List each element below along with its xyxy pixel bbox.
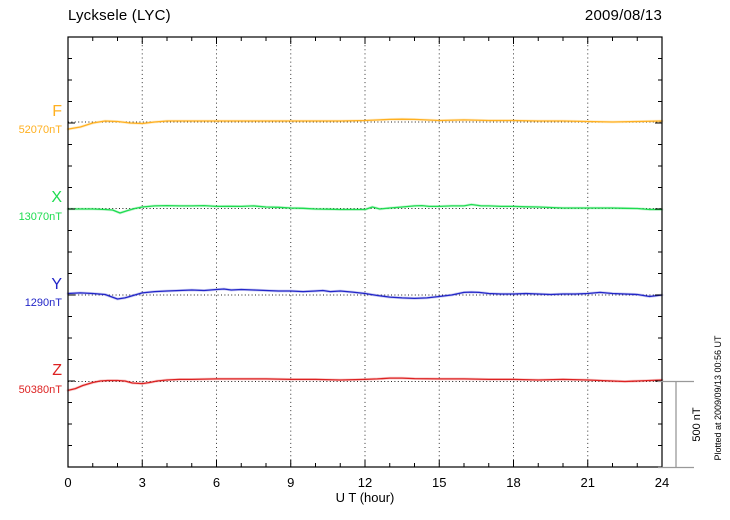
x-tick-label: 18: [506, 475, 520, 490]
x-axis-title: U T (hour): [335, 490, 395, 505]
component-label-y: Y: [51, 276, 62, 293]
component-baseline-f: 52070nT: [18, 124, 62, 136]
plot-date: 2009/08/13: [584, 7, 662, 24]
component-label-z: Z: [52, 362, 62, 379]
component-baseline-y: 1290nT: [24, 297, 62, 309]
x-tick-label: 12: [358, 475, 372, 490]
trace-y: [67, 288, 663, 300]
x-tick-label: 21: [581, 475, 595, 490]
trace-f: [67, 118, 663, 130]
x-tick-label: 6: [213, 475, 220, 490]
x-tick-label: 15: [432, 475, 446, 490]
component-baseline-z: 50380nT: [18, 384, 62, 396]
x-tick-label: 24: [655, 475, 669, 490]
component-baseline-x: 13070nT: [18, 211, 62, 223]
component-label-f: F: [52, 103, 62, 120]
x-tick-label: 9: [287, 475, 294, 490]
scale-bar-label: 500 nT: [691, 407, 703, 442]
trace-x: [67, 203, 663, 214]
x-tick-label: 3: [139, 475, 146, 490]
trace-z: [67, 377, 663, 392]
station-title: Lycksele (LYC): [68, 7, 171, 24]
plotted-at-note: Plotted at 2009/09/13 00:56 UT: [713, 335, 723, 461]
x-tick-label: 0: [64, 475, 71, 490]
component-label-x: X: [51, 189, 62, 206]
